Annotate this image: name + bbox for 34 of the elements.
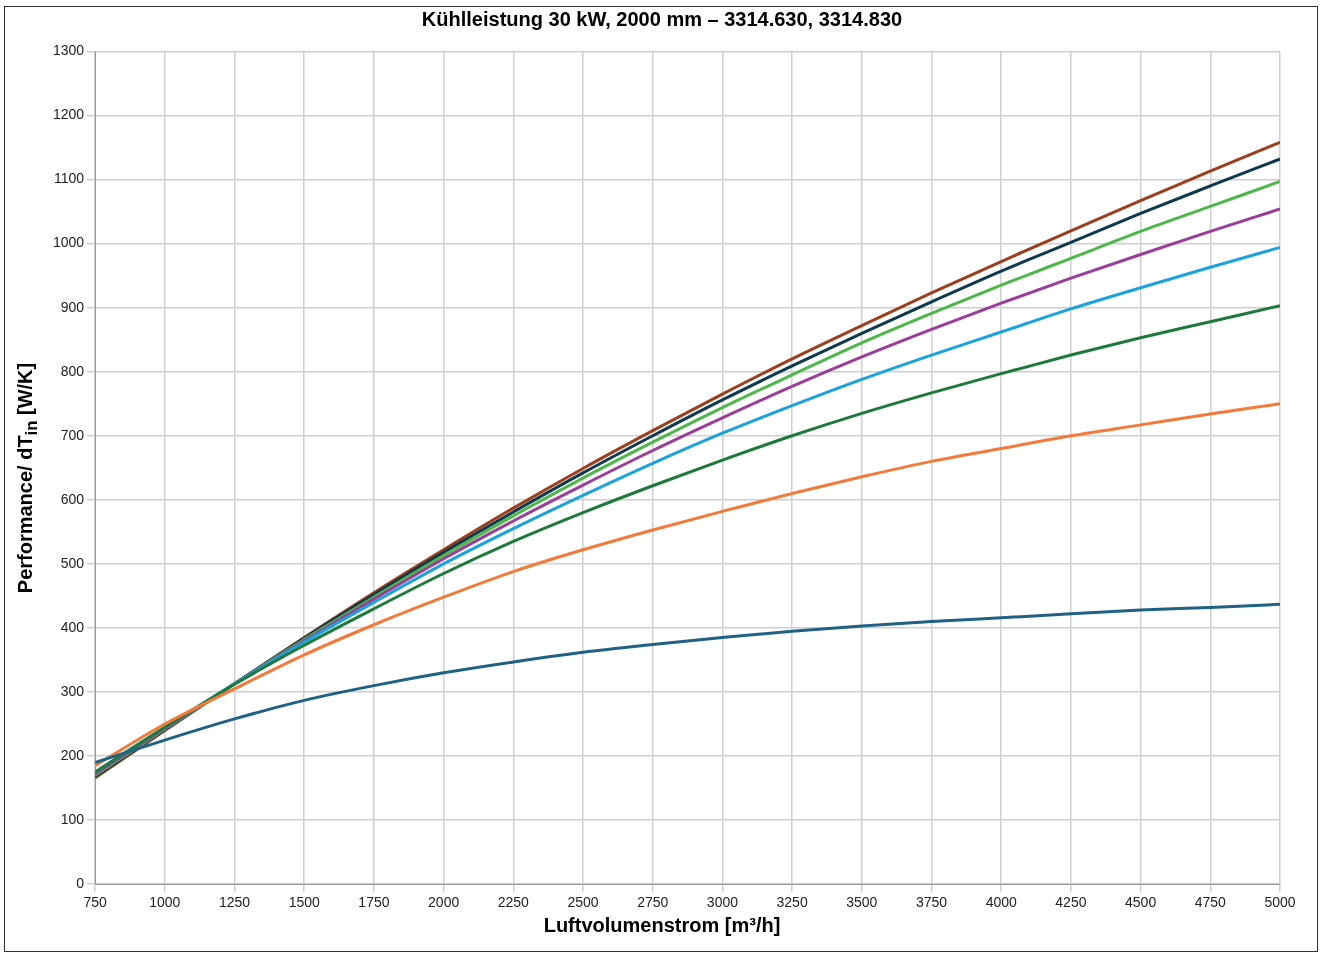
x-tick-label: 2750 <box>637 894 669 911</box>
y-tick-label: 200 <box>60 746 85 763</box>
x-tick-label: 1500 <box>288 894 321 911</box>
x-tick-label: 1250 <box>218 894 251 911</box>
x-tick-label: 3000 <box>706 894 739 911</box>
x-tick-label: 1750 <box>358 894 390 911</box>
y-tick-label: 1000 <box>52 234 85 251</box>
y-tick-label: 0 <box>76 875 85 892</box>
x-tick-label: 1000 <box>149 894 181 911</box>
x-tick-label: 2250 <box>497 894 530 911</box>
y-tick-label: 100 <box>60 811 85 827</box>
y-tick-label: 1200 <box>52 106 85 123</box>
y-tick-label: 1300 <box>52 42 85 59</box>
x-tick-label: 4750 <box>1194 894 1227 911</box>
x-tick-label: 2500 <box>567 894 599 911</box>
y-tick-label: 500 <box>60 554 85 571</box>
x-tick-label: 3750 <box>915 894 948 911</box>
y-tick-label: 900 <box>60 298 85 315</box>
y-tick-label: 600 <box>60 490 85 507</box>
x-axis-title: Luftvolumenstrom [m³/h] <box>542 914 782 937</box>
x-tick-label: 3500 <box>846 894 878 911</box>
y-tick-label: 1100 <box>54 170 85 187</box>
x-tick-label: 4250 <box>1055 894 1087 911</box>
y-tick-label: 300 <box>60 682 85 699</box>
x-tick-label: 2000 <box>428 894 460 911</box>
x-tick-label: 750 <box>83 894 108 911</box>
x-tick-label: 4000 <box>985 894 1017 911</box>
x-tick-label: 3250 <box>776 894 808 911</box>
chart-title: Kühlleistung 30 kW, 2000 mm – 3314.630, 3314.830 <box>420 8 904 31</box>
x-tick-label: 5000 <box>1264 894 1296 911</box>
x-tick-label: 4500 <box>1125 894 1157 911</box>
y-tick-label: 700 <box>60 426 85 443</box>
y-tick-label: 400 <box>60 618 85 635</box>
y-tick-label: 800 <box>60 362 85 379</box>
